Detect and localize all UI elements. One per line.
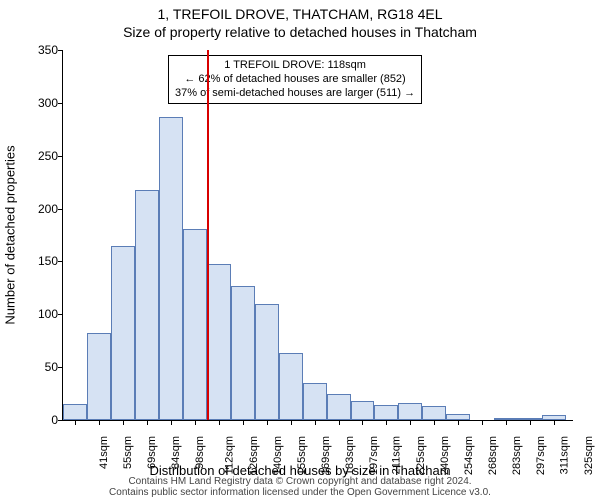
histogram-bar (303, 383, 327, 420)
annotation-line-1: 1 TREFOIL DROVE: 118sqm (175, 59, 415, 73)
x-tick-mark (99, 420, 100, 425)
y-tick-mark (58, 420, 63, 421)
histogram-bar (135, 190, 159, 420)
x-tick-mark (123, 420, 124, 425)
plot-area: 1 TREFOIL DROVE: 118sqm ← 62% of detache… (62, 50, 573, 421)
x-tick-mark (410, 420, 411, 425)
x-tick-mark (434, 420, 435, 425)
x-tick-mark (147, 420, 148, 425)
x-tick-mark (291, 420, 292, 425)
annotation-line-2: ← 62% of detached houses are smaller (85… (175, 73, 415, 87)
y-tick-mark (58, 367, 63, 368)
y-tick-label: 200 (38, 202, 58, 216)
x-tick-mark (267, 420, 268, 425)
chart-container: 1, TREFOIL DROVE, THATCHAM, RG18 4EL Siz… (0, 0, 600, 500)
annotation-line-3: 37% of semi-detached houses are larger (… (175, 87, 415, 101)
x-tick-mark (530, 420, 531, 425)
x-tick-mark (362, 420, 363, 425)
y-tick-label: 350 (38, 43, 58, 57)
histogram-bar (207, 264, 231, 420)
y-tick-label: 50 (45, 360, 58, 374)
histogram-bar (87, 333, 111, 420)
y-axis-label: Number of detached properties (3, 145, 18, 324)
footer-line-1: Contains HM Land Registry data © Crown c… (128, 476, 471, 487)
y-tick-label: 250 (38, 149, 58, 163)
histogram-bar (398, 403, 422, 420)
histogram-bar (63, 404, 87, 420)
histogram-bar (351, 401, 375, 420)
x-tick-mark (554, 420, 555, 425)
y-tick-mark (58, 50, 63, 51)
histogram-bar (255, 304, 279, 420)
x-tick-mark (386, 420, 387, 425)
reference-line (207, 50, 209, 420)
x-tick-mark (243, 420, 244, 425)
histogram-bar (231, 286, 255, 420)
y-tick-label: 100 (38, 307, 58, 321)
histogram-bar (159, 117, 183, 420)
footer: Contains HM Land Registry data © Crown c… (0, 477, 600, 498)
y-tick-label: 0 (51, 413, 58, 427)
footer-line-2: Contains public sector information licen… (109, 487, 491, 498)
histogram-bar (183, 229, 207, 420)
x-tick-mark (171, 420, 172, 425)
x-tick-mark (339, 420, 340, 425)
y-tick-mark (58, 103, 63, 104)
histogram-bar (327, 394, 351, 420)
title-line-1: 1, TREFOIL DROVE, THATCHAM, RG18 4EL (0, 6, 600, 22)
histogram-bar (374, 405, 398, 420)
y-tick-label: 150 (38, 254, 58, 268)
x-tick-mark (482, 420, 483, 425)
x-tick-mark (506, 420, 507, 425)
x-tick-mark (195, 420, 196, 425)
x-tick-mark (458, 420, 459, 425)
y-tick-label: 300 (38, 96, 58, 110)
histogram-bar (111, 246, 135, 420)
histogram-bar (279, 353, 303, 420)
y-tick-mark (58, 261, 63, 262)
title-line-2: Size of property relative to detached ho… (0, 24, 600, 40)
y-tick-mark (58, 209, 63, 210)
histogram-bar (422, 406, 446, 420)
x-tick-mark (219, 420, 220, 425)
y-tick-mark (58, 156, 63, 157)
x-tick-mark (75, 420, 76, 425)
y-tick-mark (58, 314, 63, 315)
x-tick-mark (315, 420, 316, 425)
